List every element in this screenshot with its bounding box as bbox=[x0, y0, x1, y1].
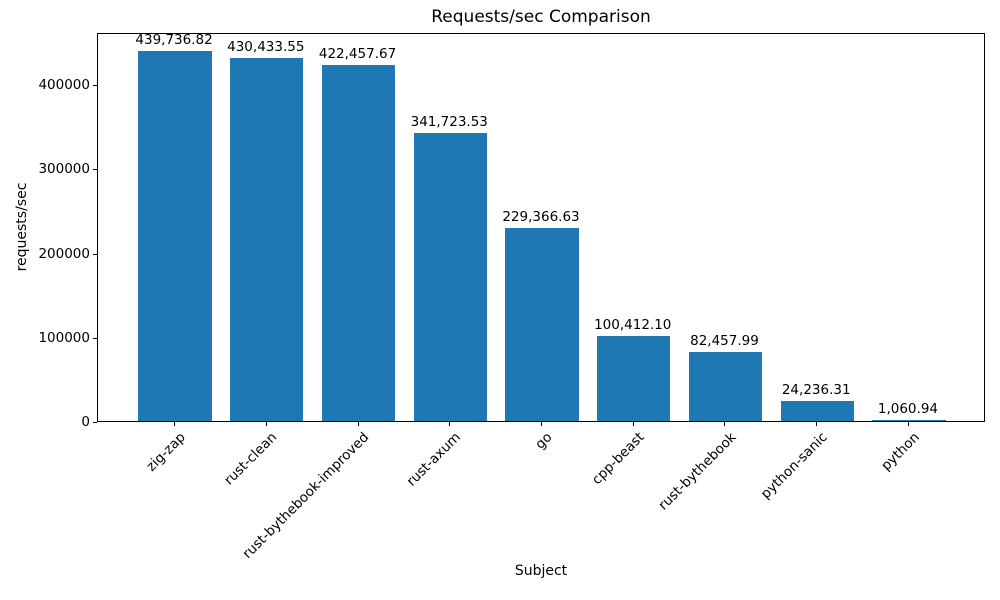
bar-value-label: 100,412.10 bbox=[594, 317, 672, 333]
x-axis-tick bbox=[724, 422, 726, 426]
x-tick-label-go: go bbox=[532, 429, 556, 453]
bar-rust-clean bbox=[230, 58, 304, 421]
bar-cpp-beast bbox=[597, 336, 671, 421]
bar-zig-zap bbox=[138, 51, 212, 421]
bar-value-label: 24,236.31 bbox=[781, 382, 851, 398]
bar-value-label: 439,736.82 bbox=[135, 32, 213, 48]
x-tick-label-rust-clean: rust-clean bbox=[221, 429, 281, 489]
x-tick-label-rust-axum: rust-axum bbox=[403, 429, 464, 490]
y-axis-tick bbox=[93, 169, 97, 171]
bar-value-label: 341,723.53 bbox=[410, 114, 488, 130]
y-axis-tick bbox=[93, 422, 97, 423]
x-axis-title: Subject bbox=[514, 563, 568, 579]
y-axis-tick bbox=[93, 337, 97, 339]
x-axis-tick bbox=[632, 422, 634, 426]
x-axis-tick bbox=[541, 422, 542, 426]
bar-rust-bythebook bbox=[688, 352, 763, 421]
x-axis-tick bbox=[174, 422, 176, 426]
x-axis-tick bbox=[265, 422, 267, 426]
bar-value-label: 422,457.67 bbox=[318, 46, 397, 62]
x-axis-tick bbox=[449, 422, 451, 426]
y-tick-label: 100000 bbox=[38, 329, 90, 346]
chart-title: Requests/sec Comparison bbox=[431, 7, 651, 27]
y-axis-tick bbox=[93, 85, 97, 86]
y-tick-label: 300000 bbox=[38, 161, 90, 178]
y-tick-label: 0 bbox=[81, 414, 90, 430]
y-axis-tick bbox=[93, 253, 97, 255]
x-tick-label-rust-bythebook: rust-bythebook bbox=[654, 429, 740, 514]
bar-python bbox=[872, 420, 946, 421]
bar-value-label: 82,457.99 bbox=[690, 333, 759, 349]
x-tick-label-python: python bbox=[877, 429, 923, 475]
x-tick-label-cpp-beast: cpp-beast bbox=[588, 429, 648, 488]
plot-area bbox=[97, 33, 985, 422]
bar-value-label: 430,433.55 bbox=[227, 39, 305, 55]
bar-python-sanic bbox=[780, 401, 854, 421]
y-tick-label: 200000 bbox=[38, 245, 90, 262]
bar-rust-axum bbox=[413, 133, 487, 421]
y-tick-label: 400000 bbox=[38, 77, 90, 93]
bar-go bbox=[505, 228, 579, 421]
x-axis-tick bbox=[816, 422, 818, 426]
x-tick-label-zig-zap: zig-zap bbox=[143, 429, 189, 475]
y-axis-title: requests/sec bbox=[14, 182, 30, 272]
x-axis-tick bbox=[907, 422, 909, 426]
bar-rust-bythebook-improved bbox=[321, 65, 396, 421]
x-axis-tick bbox=[357, 422, 359, 426]
bar-value-label: 1,060.94 bbox=[877, 401, 938, 417]
x-tick-label-python-sanic: python-sanic bbox=[757, 429, 831, 503]
bar-value-label: 229,366.63 bbox=[502, 209, 580, 225]
